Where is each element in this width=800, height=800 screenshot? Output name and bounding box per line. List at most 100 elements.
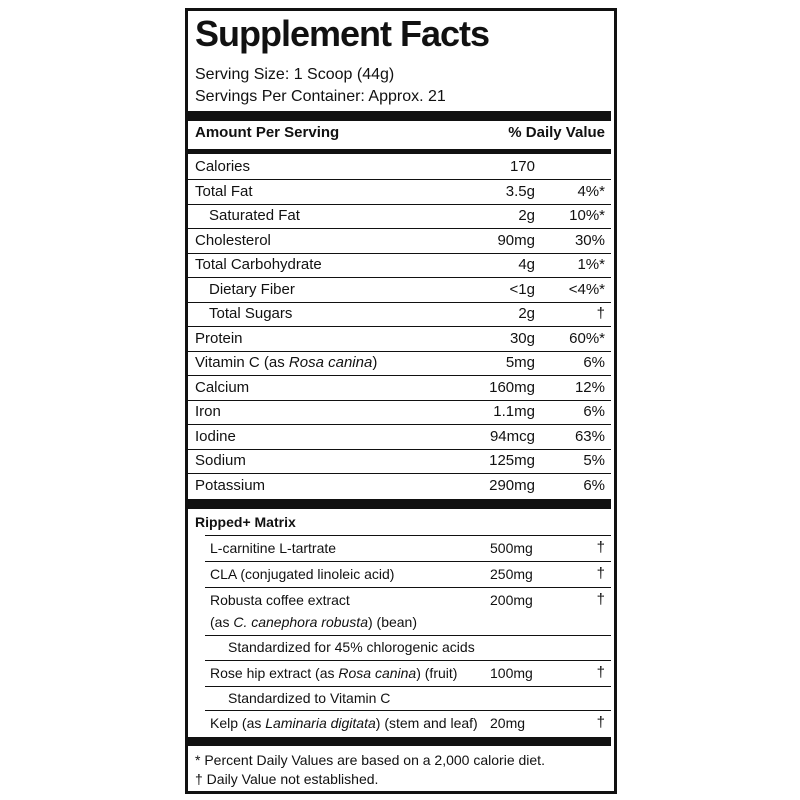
nutrient-name: Total Sugars (209, 305, 293, 322)
nutrient-name: Vitamin C (as Rosa canina) (195, 353, 377, 373)
ingredient-dv: † (596, 714, 605, 731)
nutrient-amount: 3.5g (505, 182, 535, 200)
nutrient-amount: 160mg (489, 378, 535, 396)
nutrient-dv: 63% (574, 427, 605, 445)
nutrient-name: Potassium (195, 476, 266, 494)
nutrient-dv: 60%* (569, 329, 605, 347)
ingredient-name: L-carnitine L-tartrate (210, 540, 337, 556)
servings-per-container: Servings Per Container: Approx. 21 (195, 88, 446, 105)
nutrient-name: Calcium (195, 378, 250, 396)
rule (188, 326, 611, 327)
text-part: Kelp (as (210, 715, 266, 731)
italic-part: Rosa canina (338, 665, 417, 681)
header-daily-value: % Daily Value (508, 124, 605, 141)
nutrient-amount: 5mg (505, 354, 535, 371)
nutrient-dv: <4%* (568, 280, 605, 298)
rule (205, 561, 611, 562)
nutrient-name: Calories (195, 158, 251, 175)
nutrient-name: Total Carbohydrate (195, 256, 322, 273)
footnote: * Percent Daily Values are based on a 2,… (195, 752, 545, 768)
nutrient-dv: 30% (574, 231, 605, 249)
nutrient-name: Total Fat (195, 182, 253, 200)
rule (188, 473, 611, 474)
nutrient-amount: 2g (518, 305, 535, 322)
rule (188, 228, 611, 229)
nutrient-dv: 5% (583, 452, 605, 469)
nutrient-dv: 1%* (577, 256, 605, 273)
nutrient-name: Dietary Fiber (209, 280, 295, 298)
italic-part: Rosa canina (288, 354, 373, 371)
nutrient-amount: 125mg (489, 452, 535, 469)
italic-part: Laminaria digitata (265, 715, 376, 731)
nutrient-dv: 6% (583, 403, 605, 420)
ingredient-note: Standardized to Vitamin C (228, 690, 391, 706)
rule (188, 399, 611, 401)
nutrient-dv: † (596, 305, 605, 322)
matrix-title: Ripped+ Matrix (195, 514, 296, 530)
header-amount: Amount Per Serving (195, 124, 340, 141)
rule (188, 179, 611, 180)
ingredient-amount: 100mg (490, 665, 533, 681)
rule (205, 686, 611, 687)
ingredient-dv: † (596, 664, 605, 681)
nutrient-amount: 2g (518, 207, 535, 224)
nutrient-name: Saturated Fat (209, 207, 300, 224)
nutrient-name: Iron (195, 403, 221, 420)
serving-size: Serving Size: 1 Scoop (44g) (195, 66, 395, 83)
rule (205, 535, 611, 536)
text-part: ) (bean) (367, 614, 418, 630)
rule (205, 710, 611, 711)
nutrient-amount: 1.1mg (493, 403, 535, 420)
rule (188, 448, 611, 450)
ingredient-dv: † (596, 591, 605, 608)
nutrient-amount: 30g (509, 329, 535, 347)
rule (188, 350, 611, 352)
text-part: ) (fruit) (416, 665, 458, 681)
nutrient-name: Protein (195, 329, 243, 347)
rule (188, 203, 611, 205)
rule (205, 660, 611, 661)
nutrient-dv: 10%* (569, 207, 605, 224)
rule (188, 111, 611, 121)
ingredient-name: Rose hip extract (as Rosa canina) (fruit… (210, 663, 457, 683)
rule (205, 587, 611, 588)
nutrient-name: Sodium (195, 452, 246, 469)
nutrient-amount: <1g (509, 280, 535, 298)
rule (205, 635, 611, 636)
rule (188, 499, 611, 509)
ingredient-amount: 500mg (490, 540, 533, 556)
rule (188, 301, 611, 303)
rule (188, 149, 611, 154)
rule (188, 375, 611, 376)
nutrient-dv: 6% (583, 476, 605, 494)
text-part: ) (372, 354, 378, 371)
text-part: Rose hip extract (as (210, 665, 339, 681)
nutrient-name: Cholesterol (195, 231, 271, 249)
ingredient-dv: † (596, 539, 605, 556)
text-part: (as (210, 614, 234, 630)
ingredient-amount: 200mg (490, 592, 533, 608)
ingredient-amount: 250mg (490, 566, 533, 582)
nutrient-amount: 4g (518, 256, 535, 273)
nutrient-dv: 6% (583, 354, 605, 371)
rule (188, 252, 611, 254)
nutrient-amount: 170 (509, 158, 535, 175)
ingredient-name: Kelp (as Laminaria digitata) (stem and l… (210, 713, 478, 733)
rule (188, 424, 611, 425)
title: Supplement Facts (195, 13, 490, 54)
ingredient-note: Standardized for 45% chlorogenic acids (228, 639, 475, 655)
rule (188, 737, 611, 746)
nutrient-dv: 12% (574, 378, 605, 396)
italic-part: C. canephora robusta (233, 614, 368, 630)
text-part: ) (stem and leaf) (375, 715, 478, 731)
nutrient-amount: 90mg (497, 231, 535, 249)
ingredient-name: CLA (conjugated linoleic acid) (210, 566, 395, 582)
ingredient-name: Robusta coffee extract (210, 592, 350, 608)
nutrient-dv: 4%* (577, 182, 605, 200)
nutrient-name: Iodine (195, 427, 236, 445)
label-border (185, 8, 617, 794)
footnote: † Daily Value not established. (195, 771, 379, 787)
rule (188, 277, 611, 278)
text-part: Vitamin C (as (195, 354, 289, 371)
